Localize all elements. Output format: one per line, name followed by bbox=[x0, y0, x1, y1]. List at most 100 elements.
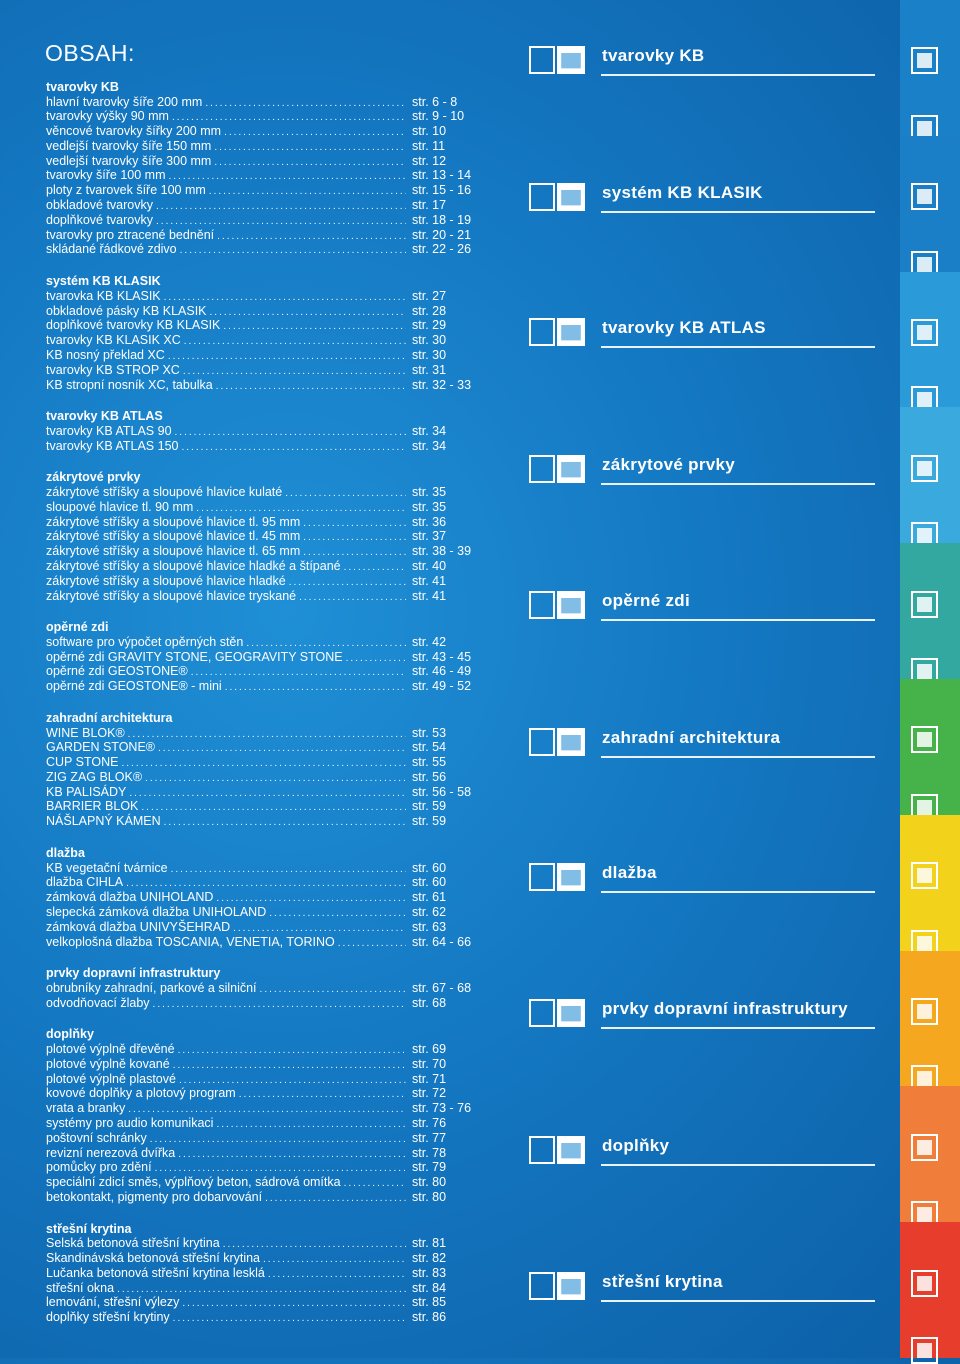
toc-entry[interactable]: zákrytové stříšky a sloupové hlavice tl.… bbox=[46, 515, 486, 530]
toc-entry[interactable]: systémy pro audio komunikaci str. 76 bbox=[46, 1116, 486, 1131]
category-2[interactable]: systém KB KLASIK bbox=[529, 183, 875, 223]
toc-entry[interactable]: obkladové pásky KB KLASIK str. 28 bbox=[46, 304, 486, 319]
toc-entry[interactable]: speciální zdicí směs, výplňový beton, sá… bbox=[46, 1175, 486, 1190]
toc-entry[interactable]: opěrné zdi GEOSTONE® str. 46 - 49 bbox=[46, 664, 486, 679]
toc-entry[interactable]: KB stropní nosník XC, tabulka str. 32 - 3… bbox=[46, 378, 486, 393]
toc-entry[interactable]: tvarovky výšky 90 mm str. 9 - 10 bbox=[46, 109, 486, 124]
dot-leader bbox=[205, 97, 406, 112]
toc-entry[interactable]: tvarovky KB STROP XC str. 31 bbox=[46, 363, 486, 378]
toc-entry[interactable]: zákrytové stříšky a sloupové hlavice tl.… bbox=[46, 544, 486, 559]
toc-entry[interactable]: betokontakt, pigmenty pro dobarvování str… bbox=[46, 1190, 486, 1205]
toc-entry[interactable]: plotové výplně plastové str. 71 bbox=[46, 1072, 486, 1087]
toc-entry[interactable]: zákrytové stříšky a sloupové hlavice hla… bbox=[46, 559, 486, 574]
strip-tab-9[interactable] bbox=[900, 1086, 960, 1229]
category-5[interactable]: opěrné zdi bbox=[529, 591, 875, 631]
dot-leader bbox=[285, 487, 406, 502]
strip-tab-7[interactable] bbox=[900, 814, 960, 957]
entry-page: str. 49 - 52 bbox=[412, 679, 472, 694]
toc-entry[interactable]: plotové výplně dřevěné str. 69 bbox=[46, 1042, 486, 1057]
toc-entry[interactable]: věncové tvarovky šířky 200 mm str. 10 bbox=[46, 124, 486, 139]
entry-page: str. 6 - 8 bbox=[412, 94, 458, 109]
toc-entry[interactable]: KB PALISÁDY str. 56 - 58 bbox=[46, 785, 486, 800]
strip-tab-4[interactable] bbox=[900, 407, 960, 550]
toc-entry[interactable]: GARDEN STONE® str. 54 bbox=[46, 740, 486, 755]
toc-entry[interactable]: Selská betonová střešní krytina str. 81 bbox=[46, 1236, 486, 1251]
category-3[interactable]: tvarovky KB ATLAS bbox=[529, 318, 875, 358]
category-9[interactable]: doplňky bbox=[529, 1136, 875, 1176]
entry-title: tvarovky KB ATLAS 150 bbox=[46, 438, 179, 453]
toc-entry[interactable]: plotové výplně kované str. 70 bbox=[46, 1057, 486, 1072]
toc-entry[interactable]: tvarovky pro ztracené bednění str. 20 - 2… bbox=[46, 228, 486, 243]
toc-entry[interactable]: zámková dlažba UNIHOLAND str. 61 bbox=[46, 890, 486, 905]
strip-tab-5[interactable] bbox=[900, 543, 960, 686]
toc-entry[interactable]: WINE BLOK® str. 53 bbox=[46, 726, 486, 741]
toc-entry[interactable]: tvarovka KB KLASIK str. 27 bbox=[46, 289, 486, 304]
entry-title: vrata a branky bbox=[46, 1101, 126, 1116]
toc-entry[interactable]: zákrytové stříšky a sloupové hlavice try… bbox=[46, 589, 486, 604]
toc-entry[interactable]: tvarovky šíře 100 mm str. 13 - 14 bbox=[46, 168, 486, 183]
strip-tab-6[interactable] bbox=[900, 679, 960, 821]
toc-entry[interactable]: sloupové hlavice tl. 90 mm str. 35 bbox=[46, 500, 486, 515]
entry-page: str. 37 bbox=[412, 529, 447, 544]
category-label: dlažba bbox=[602, 863, 657, 882]
toc-entry[interactable]: hlavní tvarovky šíře 200 mm str. 6 - 8 bbox=[46, 95, 486, 110]
toc-entry[interactable]: opěrné zdi GEOSTONE® - mini str. 49 - 52 bbox=[46, 679, 486, 694]
toc-entry[interactable]: zámková dlažba UNIVYŠEHRAD str. 63 bbox=[46, 920, 486, 935]
entry-title: betokontakt, pigmenty pro dobarvování bbox=[46, 1189, 263, 1204]
toc-entry[interactable]: zákrytové stříšky a sloupové hlavice kul… bbox=[46, 485, 486, 500]
toc-entry[interactable]: doplňkové tvarovky str. 18 - 19 bbox=[46, 213, 486, 228]
category-1[interactable]: tvarovky KB bbox=[529, 46, 875, 86]
toc-entry[interactable]: kovové doplňky a plotový program str. 72 bbox=[46, 1086, 486, 1101]
toc-entry[interactable]: revizní nerezová dvířka str. 78 bbox=[46, 1146, 486, 1161]
dot-leader bbox=[181, 441, 406, 456]
category-7[interactable]: dlažba bbox=[529, 863, 875, 903]
toc-entry[interactable]: KB nosný překlad XC str. 30 bbox=[46, 348, 486, 363]
toc-entry[interactable]: slepecká zámková dlažba UNIHOLAND str. 62 bbox=[46, 905, 486, 920]
entry-page: str. 13 - 14 bbox=[412, 168, 472, 183]
toc-entry[interactable]: tvarovky KB KLASIK XC str. 30 bbox=[46, 333, 486, 348]
strip-tab-3[interactable] bbox=[900, 271, 960, 414]
entry-title: poštovní schránky bbox=[46, 1130, 147, 1145]
toc-entry[interactable]: vedlejší tvarovky šíře 300 mm str. 12 bbox=[46, 154, 486, 169]
toc-entry[interactable]: obrubníky zahradní, parkové a silniční st… bbox=[46, 981, 486, 996]
toc-entry[interactable]: zákrytové stříšky a sloupové hlavice hla… bbox=[46, 574, 486, 589]
toc-entry[interactable]: pomůcky pro zdění str. 79 bbox=[46, 1160, 486, 1175]
toc-entry[interactable]: odvodňovací žlaby str. 68 bbox=[46, 996, 486, 1011]
toc-entry[interactable]: zákrytové stříšky a sloupové hlavice tl.… bbox=[46, 529, 486, 544]
toc-entry[interactable]: Skandinávská betonová střešní krytina str… bbox=[46, 1251, 486, 1266]
category-10[interactable]: střešní krytina bbox=[529, 1272, 875, 1312]
toc-entry[interactable]: velkoplošná dlažba TOSCANIA, VENETIA, TO… bbox=[46, 935, 486, 950]
strip-tab-2[interactable] bbox=[900, 135, 960, 278]
toc-entry[interactable]: doplňky střešní krytiny str. 86 bbox=[46, 1310, 486, 1325]
toc-entry[interactable]: software pro výpočet opěrných stěn str. 4… bbox=[46, 635, 486, 650]
toc-entry[interactable]: ZIG ZAG BLOK® str. 56 bbox=[46, 770, 486, 785]
toc-entry[interactable]: dlažba CIHLA str. 60 bbox=[46, 875, 486, 890]
toc-entry[interactable]: CUP STONE str. 55 bbox=[46, 755, 486, 770]
toc-entry[interactable]: poštovní schránky str. 77 bbox=[46, 1131, 486, 1146]
dot-leader bbox=[141, 801, 406, 816]
strip-tab-8[interactable] bbox=[900, 950, 960, 1093]
toc-entry[interactable]: BARRIER BLOK str. 59 bbox=[46, 799, 486, 814]
entry-title: Lučanka betonová střešní krytina lesklá bbox=[46, 1265, 265, 1280]
entry-page: str. 80 bbox=[412, 1175, 447, 1190]
toc-entry[interactable]: vrata a branky str. 73 - 76 bbox=[46, 1101, 486, 1116]
toc-entry[interactable]: ploty z tvarovek šíře 100 mm str. 15 - 16 bbox=[46, 183, 486, 198]
category-8[interactable]: prvky dopravní infrastruktury bbox=[529, 999, 875, 1039]
toc-entry[interactable]: skládané řádkové zdivo str. 22 - 26 bbox=[46, 242, 486, 257]
toc-entry[interactable]: NÁŠLAPNÝ KÁMEN str. 59 bbox=[46, 814, 486, 829]
category-6[interactable]: zahradní architektura bbox=[529, 728, 875, 768]
toc-entry[interactable]: doplňkové tvarovky KB KLASIK str. 29 bbox=[46, 318, 486, 333]
entry-page: str. 46 - 49 bbox=[412, 664, 472, 679]
category-4[interactable]: zákrytové prvky bbox=[529, 455, 875, 495]
toc-entry[interactable]: obkladové tvarovky str. 17 bbox=[46, 198, 486, 213]
toc-entry[interactable]: lemování, střešní výlezy str. 85 bbox=[46, 1295, 486, 1310]
toc-entry[interactable]: střešní okna str. 84 bbox=[46, 1281, 486, 1296]
strip-tab-10[interactable] bbox=[900, 1222, 960, 1364]
strip-tab-1[interactable] bbox=[900, 0, 960, 142]
toc-entry[interactable]: KB vegetační tvárnice str. 60 bbox=[46, 861, 486, 876]
toc-entry[interactable]: tvarovky KB ATLAS 150 str. 34 bbox=[46, 439, 486, 454]
toc-entry[interactable]: opěrné zdi GRAVITY STONE, GEOGRAVITY STO… bbox=[46, 650, 486, 665]
toc-entry[interactable]: tvarovky KB ATLAS 90 str. 34 bbox=[46, 424, 486, 439]
toc-entry[interactable]: vedlejší tvarovky šíře 150 mm str. 11 bbox=[46, 139, 486, 154]
toc-entry[interactable]: Lučanka betonová střešní krytina lesklá s… bbox=[46, 1266, 486, 1281]
